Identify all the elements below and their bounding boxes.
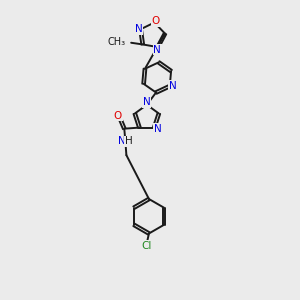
Text: CH₃: CH₃ (107, 37, 125, 47)
Text: N: N (142, 97, 150, 107)
Text: N: N (154, 124, 161, 134)
Text: N: N (118, 136, 125, 146)
Text: O: O (114, 111, 122, 121)
Text: N: N (153, 45, 161, 55)
Text: O: O (151, 16, 160, 26)
Text: N: N (169, 81, 176, 91)
Text: H: H (125, 136, 133, 146)
Text: Cl: Cl (142, 241, 152, 251)
Text: N: N (135, 24, 142, 34)
